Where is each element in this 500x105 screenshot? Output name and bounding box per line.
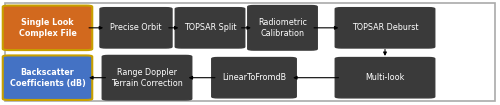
FancyBboxPatch shape xyxy=(102,55,192,100)
Text: Range Doppler
Terrain Correction: Range Doppler Terrain Correction xyxy=(111,68,183,88)
FancyBboxPatch shape xyxy=(212,58,296,98)
FancyBboxPatch shape xyxy=(335,58,434,98)
Text: LinearToFromdB: LinearToFromdB xyxy=(222,73,286,82)
Text: Multi-look: Multi-look xyxy=(366,73,405,82)
FancyBboxPatch shape xyxy=(3,6,92,50)
FancyBboxPatch shape xyxy=(3,55,92,100)
FancyBboxPatch shape xyxy=(176,8,245,48)
Text: Radiometric
Calibration: Radiometric Calibration xyxy=(258,18,307,38)
Text: TOPSAR Deburst: TOPSAR Deburst xyxy=(352,23,418,32)
Text: Single Look
Complex File: Single Look Complex File xyxy=(18,18,76,38)
FancyBboxPatch shape xyxy=(5,3,495,101)
Text: Precise Orbit: Precise Orbit xyxy=(110,23,162,32)
Text: Backscatter
Coefficients (dB): Backscatter Coefficients (dB) xyxy=(10,68,86,88)
FancyBboxPatch shape xyxy=(335,8,434,48)
FancyBboxPatch shape xyxy=(100,8,172,48)
Text: TOPSAR Split: TOPSAR Split xyxy=(184,23,236,32)
FancyBboxPatch shape xyxy=(248,6,318,50)
